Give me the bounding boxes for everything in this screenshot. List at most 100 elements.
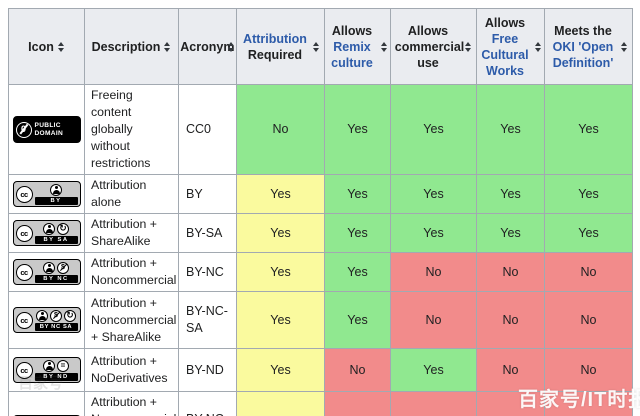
header-text: Meets the bbox=[554, 23, 612, 38]
column-header-meets-oki-open-definition[interactable]: Meets the OKI 'Open Definition' bbox=[544, 8, 633, 85]
value-cell-allows-free-cultural-works: No bbox=[476, 252, 545, 292]
license-badge-by-nd[interactable]: cc = BY ND bbox=[12, 357, 81, 383]
value-cell-attribution-required: No bbox=[236, 84, 325, 175]
value-cell-meets-oki-open-definition: No bbox=[544, 391, 633, 416]
header-link[interactable]: Remix culture bbox=[331, 39, 373, 70]
column-header-label: Icon bbox=[28, 39, 54, 55]
value-cell-allows-remix-culture: Yes bbox=[324, 291, 391, 349]
public-domain-label: PUBLIC DOMAIN bbox=[34, 122, 64, 137]
value-cell-allows-commercial-use: No bbox=[390, 252, 477, 292]
table-row-by-sa: cc ↻ BY SA Attribution + ShareAlike BY-SA Yes… bbox=[8, 213, 633, 253]
icon-cell: cc ↻ BY SA bbox=[8, 213, 85, 253]
value-cell-allows-remix-culture: Yes bbox=[324, 213, 391, 253]
column-header-allows-remix-culture[interactable]: Allows Remix culture bbox=[324, 8, 391, 85]
badge-symbols: $BY NC bbox=[34, 261, 78, 283]
value-cell-allows-commercial-use: Yes bbox=[390, 174, 477, 214]
sort-both-icon[interactable] bbox=[163, 41, 171, 53]
description-cell: Attribution + Noncommercial + ShareAlike bbox=[84, 291, 179, 349]
badge-label-strip: BY bbox=[34, 197, 78, 205]
badge-symbols: = BY ND bbox=[34, 359, 78, 381]
value-cell-meets-oki-open-definition: Yes bbox=[544, 174, 633, 214]
sort-both-icon[interactable] bbox=[227, 41, 235, 53]
noncommercial-icon: $ bbox=[57, 261, 69, 274]
column-header-label: Description bbox=[92, 39, 161, 55]
description-cell: Attribution + ShareAlike bbox=[84, 213, 179, 253]
value-cell-allows-commercial-use: Yes bbox=[390, 213, 477, 253]
sort-both-icon[interactable] bbox=[312, 41, 320, 53]
value-cell-attribution-required: Yes bbox=[236, 348, 325, 392]
value-cell-meets-oki-open-definition: Yes bbox=[544, 84, 633, 175]
value-cell-meets-oki-open-definition: No bbox=[544, 291, 633, 349]
value-cell-allows-free-cultural-works: No bbox=[476, 391, 545, 416]
value-cell-allows-free-cultural-works: No bbox=[476, 348, 545, 392]
license-badge-by-sa[interactable]: cc ↻ BY SA bbox=[12, 220, 81, 246]
badge-label-strip: BY SA bbox=[34, 236, 78, 244]
value-cell-allows-commercial-use: Yes bbox=[390, 348, 477, 392]
icon-cell: cc$BY NC bbox=[8, 252, 85, 292]
column-header-description[interactable]: Description bbox=[84, 8, 179, 85]
value-cell-allows-remix-culture: No bbox=[324, 391, 391, 416]
value-cell-allows-commercial-use: Yes bbox=[390, 84, 477, 175]
icon-cell: cc BY bbox=[8, 174, 85, 214]
badge-label-strip: BY NC SA bbox=[34, 323, 78, 331]
symbol-row: $ bbox=[35, 261, 78, 274]
value-cell-meets-oki-open-definition: Yes bbox=[544, 213, 633, 253]
value-cell-attribution-required: Yes bbox=[236, 252, 325, 292]
description-cell: Attribution alone bbox=[84, 174, 179, 214]
column-header-allows-free-cultural-works[interactable]: Allows Free Cultural Works bbox=[476, 8, 545, 85]
header-link[interactable]: OKI 'Open Definition' bbox=[552, 39, 614, 70]
license-badge-by[interactable]: cc BY bbox=[12, 181, 81, 207]
table-row-by-nd: cc = BY ND Attribution + NoDerivatives BY-ND… bbox=[8, 348, 633, 392]
acronym-cell: BY bbox=[178, 174, 237, 214]
acronym-cell: BY-NC-SA bbox=[178, 291, 237, 349]
sort-both-icon[interactable] bbox=[57, 41, 65, 53]
attribution-person-icon bbox=[50, 183, 62, 196]
cc-icon: cc bbox=[15, 311, 33, 329]
header-link[interactable]: Attribution bbox=[243, 31, 307, 46]
header-text: Allows bbox=[331, 23, 373, 38]
license-badge-public-domain[interactable]: 0PUBLIC DOMAIN bbox=[12, 116, 81, 143]
value-cell-attribution-required: Yes bbox=[236, 213, 325, 253]
value-cell-meets-oki-open-definition: No bbox=[544, 252, 633, 292]
column-header-acronym[interactable]: Acronym bbox=[178, 8, 237, 85]
slash-mark bbox=[59, 263, 67, 271]
sort-both-icon[interactable] bbox=[380, 41, 388, 53]
noncommercial-icon: $ bbox=[50, 309, 62, 322]
description-cell: Attribution + NoDerivatives bbox=[84, 348, 179, 392]
license-badge-by-nc-sa[interactable]: cc$↻BY NC SA bbox=[12, 307, 81, 333]
description-cell: Attribution + Noncommercial + NoDerivati… bbox=[84, 391, 179, 416]
column-header-allows-commercial-use[interactable]: Allows commercial use bbox=[390, 8, 477, 85]
sort-both-icon[interactable] bbox=[534, 41, 542, 53]
header-text: Required bbox=[247, 47, 303, 62]
license-badge-by-nc[interactable]: cc$BY NC bbox=[12, 259, 81, 285]
slash-mark bbox=[18, 123, 28, 135]
value-cell-meets-oki-open-definition: No bbox=[544, 348, 633, 392]
cc-icon: cc bbox=[15, 263, 33, 281]
column-header-label: Allows Remix culture bbox=[327, 23, 377, 71]
value-cell-allows-free-cultural-works: No bbox=[476, 291, 545, 349]
header-link[interactable]: Free Cultural Works bbox=[481, 31, 529, 78]
column-header-label: Attribution Required bbox=[241, 31, 309, 63]
sharealike-icon: ↻ bbox=[57, 222, 69, 235]
header-text: Acronym bbox=[180, 39, 235, 54]
sort-both-icon[interactable] bbox=[620, 41, 628, 53]
table-header: Icon Description Acronym Attribution Requir… bbox=[8, 8, 633, 85]
cc0-zero-icon: 0 bbox=[15, 121, 32, 138]
symbol-row: ↻ bbox=[35, 222, 78, 235]
column-header-icon[interactable]: Icon bbox=[8, 8, 85, 85]
column-header-attribution-required[interactable]: Attribution Required bbox=[236, 8, 325, 85]
value-cell-allows-remix-culture: No bbox=[324, 348, 391, 392]
noderivatives-icon: = bbox=[57, 359, 69, 372]
table-row-by: cc BY Attribution alone BY Yes Yes Yes Yes Yes bbox=[8, 174, 633, 214]
column-header-label: Meets the OKI 'Open Definition' bbox=[549, 23, 617, 71]
icon-cell: cc$↻BY NC SA bbox=[8, 291, 85, 349]
value-cell-allows-free-cultural-works: Yes bbox=[476, 84, 545, 175]
badge-symbols: $↻BY NC SA bbox=[34, 309, 78, 331]
sort-both-icon[interactable] bbox=[464, 41, 472, 53]
value-cell-attribution-required: Yes bbox=[236, 174, 325, 214]
sharealike-icon: ↻ bbox=[64, 309, 76, 322]
description-cell: Attribution + Noncommercial bbox=[84, 252, 179, 292]
